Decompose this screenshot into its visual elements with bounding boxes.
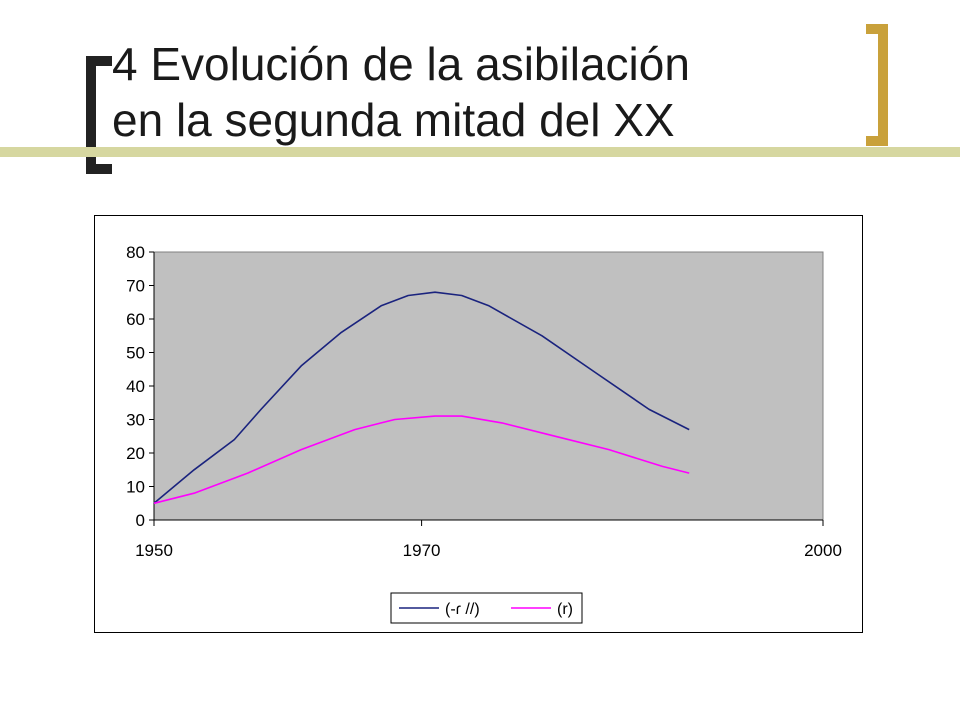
y-tick-label: 70 bbox=[126, 277, 145, 296]
left-bracket-top bbox=[86, 56, 112, 66]
x-tick-label: 2000 bbox=[804, 541, 842, 560]
legend-label-1: (-ɾ //) bbox=[445, 601, 480, 618]
title-line-1: 4 Evolución de la asibilación bbox=[112, 38, 690, 90]
plot-area bbox=[153, 251, 824, 521]
y-tick-label: 50 bbox=[126, 344, 145, 363]
right-bracket-bottom bbox=[866, 136, 888, 146]
right-bracket-top bbox=[866, 24, 888, 34]
chart-frame: 0 10 20 30 40 50 60 70 80 1950 1970 2000 (-ɾ //) (r) bbox=[94, 215, 863, 633]
page-title: 4 Evolución de la asibilación en la segu… bbox=[112, 36, 690, 148]
left-bracket-bottom bbox=[86, 164, 112, 174]
y-tick-label: 20 bbox=[126, 444, 145, 463]
left-bracket-vertical bbox=[86, 56, 96, 174]
y-tick-label: 10 bbox=[126, 478, 145, 497]
title-line-2: en la segunda mitad del XX bbox=[112, 94, 675, 146]
x-tick-label: 1950 bbox=[135, 541, 173, 560]
series-line-1 bbox=[153, 291, 690, 504]
line-chart: 0 10 20 30 40 50 60 70 80 1950 1970 2000 (-ɾ //) (r) bbox=[126, 243, 842, 624]
right-bracket-vertical bbox=[878, 24, 888, 146]
y-tick-label: 40 bbox=[126, 377, 145, 396]
y-tick-label: 0 bbox=[136, 511, 145, 530]
y-tick-label: 60 bbox=[126, 310, 145, 329]
legend-label-2: (r) bbox=[557, 601, 573, 618]
series-line-2 bbox=[153, 415, 690, 505]
y-tick-label: 30 bbox=[126, 411, 145, 430]
title-divider-line bbox=[0, 147, 960, 157]
y-tick-label: 80 bbox=[126, 243, 145, 262]
x-tick-label: 1970 bbox=[403, 541, 441, 560]
